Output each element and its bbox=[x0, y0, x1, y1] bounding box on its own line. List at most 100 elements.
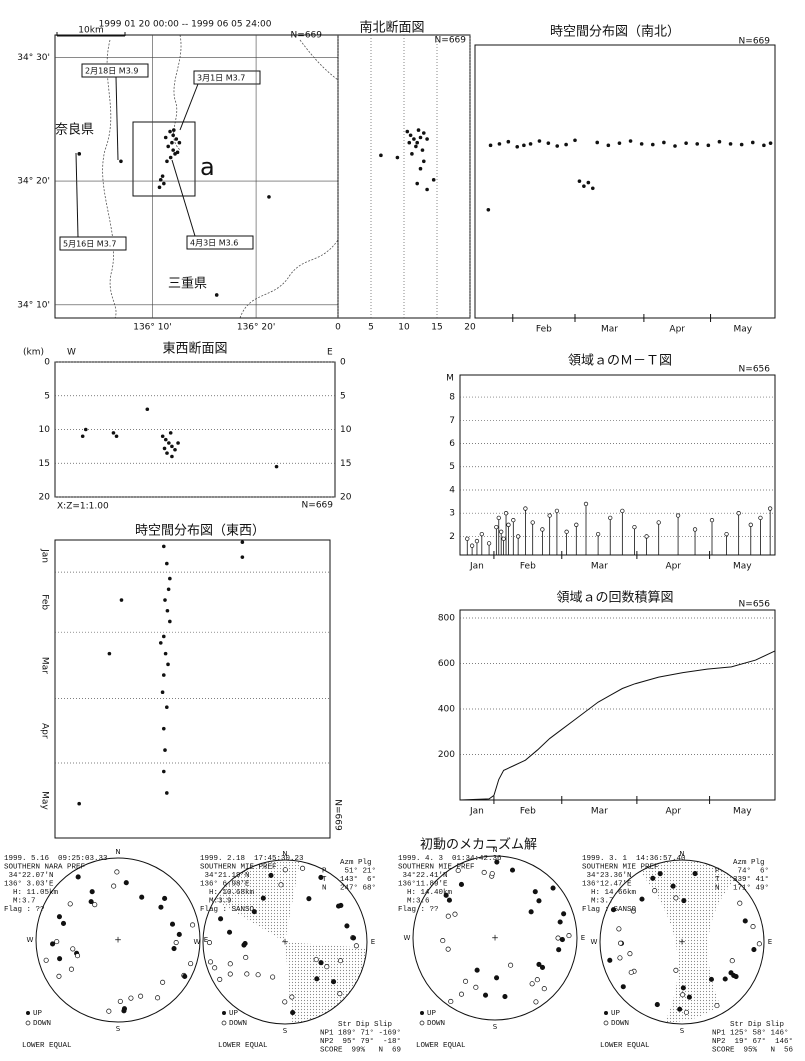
y-tick-label: 5 bbox=[44, 391, 50, 401]
polarity-down bbox=[452, 911, 458, 917]
leader bbox=[171, 159, 196, 237]
polarity-down bbox=[680, 992, 686, 998]
polarity-up bbox=[226, 929, 233, 935]
event-info: H: 14.40km bbox=[398, 889, 453, 897]
plot-frame bbox=[459, 374, 776, 556]
hypocenter bbox=[107, 651, 112, 656]
polarity-down bbox=[617, 955, 623, 961]
hypocenter bbox=[628, 139, 633, 143]
stem-head bbox=[523, 506, 528, 511]
hypocenter bbox=[407, 140, 412, 145]
polarity-up bbox=[607, 957, 613, 963]
focal-sphere bbox=[412, 855, 578, 1021]
compass-label: W bbox=[404, 934, 411, 942]
hypocenter bbox=[410, 152, 414, 156]
polarity-down bbox=[463, 978, 469, 984]
x-tick-label: 5 bbox=[368, 323, 374, 333]
event-label: 4月3日 M3.6 bbox=[190, 239, 238, 248]
hypocenter bbox=[163, 651, 168, 656]
polarity-down bbox=[217, 976, 223, 982]
hypocenter bbox=[114, 434, 119, 439]
polarity-down bbox=[67, 901, 73, 907]
event-info: 34°23.36'N bbox=[582, 871, 632, 880]
polarity-up bbox=[708, 976, 714, 982]
coastline bbox=[239, 239, 339, 319]
hypocenter bbox=[145, 407, 150, 412]
hypocenter bbox=[240, 555, 245, 559]
polarity-up bbox=[306, 896, 312, 902]
polarity-up bbox=[162, 895, 168, 901]
hypocenter bbox=[395, 155, 400, 160]
polarity-down bbox=[455, 867, 461, 874]
compass-label: E bbox=[371, 938, 375, 946]
y-tick-label: 34° 20' bbox=[17, 177, 50, 187]
polarity-down bbox=[68, 966, 75, 972]
y-tick-label: 800 bbox=[438, 613, 455, 623]
hypocenter bbox=[415, 140, 420, 145]
center-mark: + bbox=[491, 934, 499, 944]
legend-label: UP bbox=[229, 1010, 239, 1018]
month-label: Apr bbox=[669, 325, 685, 335]
polarity-up bbox=[502, 994, 508, 1000]
polarity-up bbox=[318, 874, 324, 880]
stem-head bbox=[494, 524, 499, 530]
polarity-up bbox=[218, 916, 224, 922]
polarity-down bbox=[508, 962, 514, 968]
stem-head bbox=[486, 541, 492, 546]
hypocenter bbox=[425, 137, 429, 141]
hypocenter bbox=[161, 634, 166, 639]
pref-label: 奈良県 bbox=[55, 122, 94, 138]
legend-label: UP bbox=[427, 1010, 437, 1018]
event-info: SOUTHERN NARA PREF bbox=[4, 863, 85, 871]
hypocenter bbox=[160, 690, 165, 695]
hypocenter bbox=[77, 801, 81, 806]
polarity-down bbox=[114, 869, 120, 875]
legend-up bbox=[604, 1011, 608, 1015]
month-label: Feb bbox=[40, 594, 50, 610]
y-axis-label: M bbox=[446, 374, 454, 384]
polarity-up bbox=[123, 880, 129, 886]
polarity-down bbox=[227, 961, 233, 967]
hypocenter bbox=[163, 135, 168, 140]
legend-up bbox=[222, 1011, 226, 1015]
compass-label: W bbox=[591, 938, 598, 946]
polarity-down bbox=[445, 946, 451, 952]
hypocenter bbox=[168, 576, 172, 581]
leader bbox=[75, 152, 79, 238]
nodal-planes: NP1 125° 58° 146° bbox=[712, 1028, 789, 1037]
region-a bbox=[132, 121, 196, 197]
polarity-down bbox=[541, 986, 547, 992]
principal-axes: P 74° 6° bbox=[715, 866, 769, 875]
compression-quadrant bbox=[215, 859, 300, 942]
hypocenter bbox=[170, 140, 174, 145]
polarity-up bbox=[681, 898, 687, 904]
polarity-up bbox=[474, 967, 480, 973]
nodal-planes: Str Dip Slip bbox=[712, 1021, 784, 1029]
polarity-up bbox=[121, 1008, 127, 1014]
polarity-down bbox=[673, 895, 679, 901]
compass-label: E bbox=[204, 936, 208, 944]
polarity-up bbox=[60, 920, 67, 926]
hypocenter bbox=[546, 141, 551, 145]
compass-label: N bbox=[282, 850, 287, 858]
unit-label: (km) bbox=[23, 348, 44, 358]
event-info: 136° 6.98'E bbox=[200, 879, 250, 888]
hypocenter bbox=[161, 544, 166, 549]
hypocenter bbox=[717, 139, 722, 144]
polarity-up bbox=[176, 931, 182, 937]
legend-label: UP bbox=[33, 1010, 43, 1018]
event-info: 1999. 3. 1 14:36:57.40 bbox=[582, 855, 686, 863]
hypocenter bbox=[595, 140, 600, 145]
polarity-down bbox=[489, 871, 495, 877]
polarity-up bbox=[89, 889, 95, 895]
compass-label: N bbox=[492, 846, 497, 854]
n-label: N=669 bbox=[291, 31, 323, 41]
event-info: 136°11.89'E bbox=[398, 879, 448, 888]
polarity-up bbox=[260, 895, 266, 901]
leader bbox=[115, 76, 119, 161]
hypocenter bbox=[431, 178, 436, 182]
event-box bbox=[59, 236, 127, 251]
polarity-down bbox=[278, 882, 284, 888]
polarity-down bbox=[353, 943, 359, 949]
polarity-down bbox=[117, 998, 123, 1004]
